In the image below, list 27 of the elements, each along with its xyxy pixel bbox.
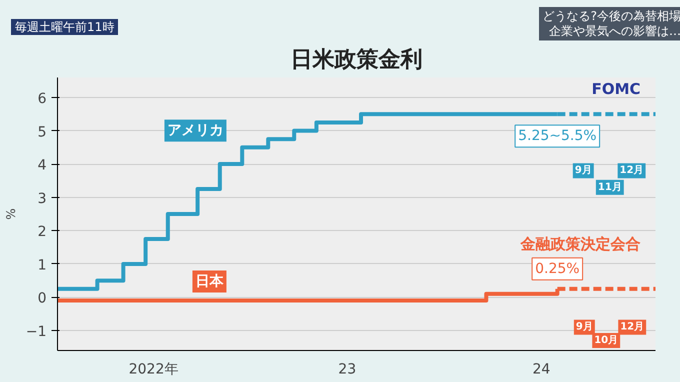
annotation: 0.25% xyxy=(535,260,580,277)
y-tick-label: 2 xyxy=(38,224,47,240)
y-axis-title: % xyxy=(4,208,18,220)
annotation: 12月 xyxy=(620,165,644,176)
x-tick-label: 23 xyxy=(338,362,356,378)
y-tick-label: 3 xyxy=(38,190,47,207)
text: 企業や景気への影響は… xyxy=(549,24,680,38)
y-tick-label: 1 xyxy=(38,257,47,274)
y-tick-label: 0 xyxy=(38,290,47,307)
y-tick-label: 4 xyxy=(38,158,47,174)
y-tick-label: 6 xyxy=(38,90,47,107)
annotation: 金融政策決定会合 xyxy=(520,234,640,253)
annotation: FOMC xyxy=(592,80,641,98)
x-tick-label: 24 xyxy=(532,362,550,378)
series-label: アメリカ xyxy=(167,122,224,139)
y-tick-label: −1 xyxy=(26,324,47,340)
series-label: 日本 xyxy=(195,274,224,290)
annotation: 5.25~5.5% xyxy=(518,128,597,144)
annotation: 10月 xyxy=(594,335,618,346)
annotation: 11月 xyxy=(598,182,622,193)
y-tick-label: 5 xyxy=(38,124,47,140)
chart-title: 日米政策金利 xyxy=(290,48,422,72)
annotation: 12月 xyxy=(620,322,644,333)
x-tick-label: 2022年 xyxy=(128,362,178,378)
annotation: 9月 xyxy=(574,165,592,176)
annotation: 9月 xyxy=(576,322,593,333)
text: 毎週土曜午前11時 xyxy=(11,19,118,35)
